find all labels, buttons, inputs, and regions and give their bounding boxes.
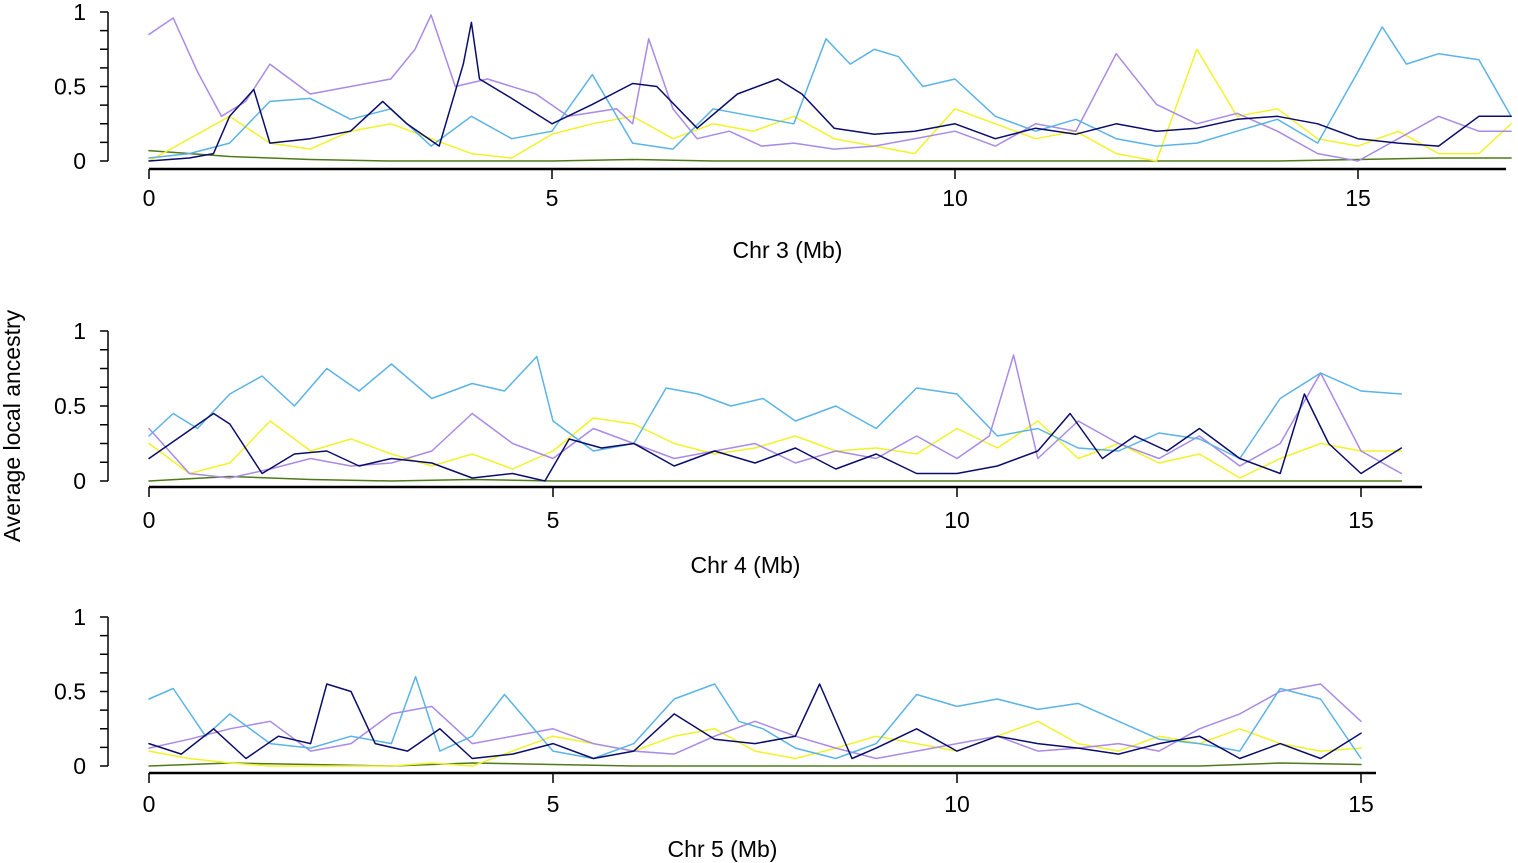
- x-tick-label: 10: [944, 791, 970, 817]
- y-tick-label: 0: [73, 753, 86, 779]
- y-tick-label: 0.5: [54, 393, 86, 419]
- y-tick-label: 0.5: [54, 679, 86, 705]
- y-tick-label: 1: [73, 0, 86, 25]
- series-line-sky: [148, 675, 1362, 760]
- y-tick-label: 0: [73, 148, 86, 174]
- series-line-sky: [148, 26, 1512, 159]
- x-axis-title: Chr 4 (Mb): [691, 552, 801, 578]
- series-line-navy: [148, 393, 1403, 482]
- y-tick-label: 0: [73, 468, 86, 494]
- series-line-sky: [148, 355, 1403, 460]
- x-axis-title: Chr 5 (Mb): [668, 836, 778, 862]
- x-tick-label: 5: [547, 791, 560, 817]
- x-tick-label: 0: [143, 507, 156, 533]
- y-tick-label: 1: [73, 604, 86, 630]
- series-line-navy: [148, 21, 1512, 162]
- x-tick-label: 15: [1348, 507, 1374, 533]
- series-line-olive: [148, 475, 1403, 482]
- x-tick-label: 0: [143, 185, 156, 211]
- x-tick-label: 5: [547, 507, 560, 533]
- x-axis-title: Chr 3 (Mb): [733, 237, 843, 263]
- y-tick-label: 1: [73, 318, 86, 344]
- y-axis-title: Average local ancestry: [0, 309, 25, 542]
- series-line-lavender: [148, 14, 1512, 162]
- series-line-yellow: [148, 417, 1403, 479]
- series-line-navy: [148, 683, 1362, 760]
- x-tick-label: 15: [1345, 185, 1371, 211]
- series-line-lavender: [148, 683, 1362, 760]
- y-tick-label: 0.5: [54, 74, 86, 100]
- series-line-olive: [148, 149, 1512, 162]
- x-tick-label: 10: [942, 185, 968, 211]
- x-tick-label: 15: [1348, 791, 1374, 817]
- x-tick-label: 10: [944, 507, 970, 533]
- series-line-yellow: [148, 720, 1362, 767]
- x-tick-label: 0: [143, 791, 156, 817]
- series-line-lavender: [148, 354, 1403, 479]
- x-tick-label: 5: [546, 185, 559, 211]
- series-line-yellow: [148, 48, 1512, 162]
